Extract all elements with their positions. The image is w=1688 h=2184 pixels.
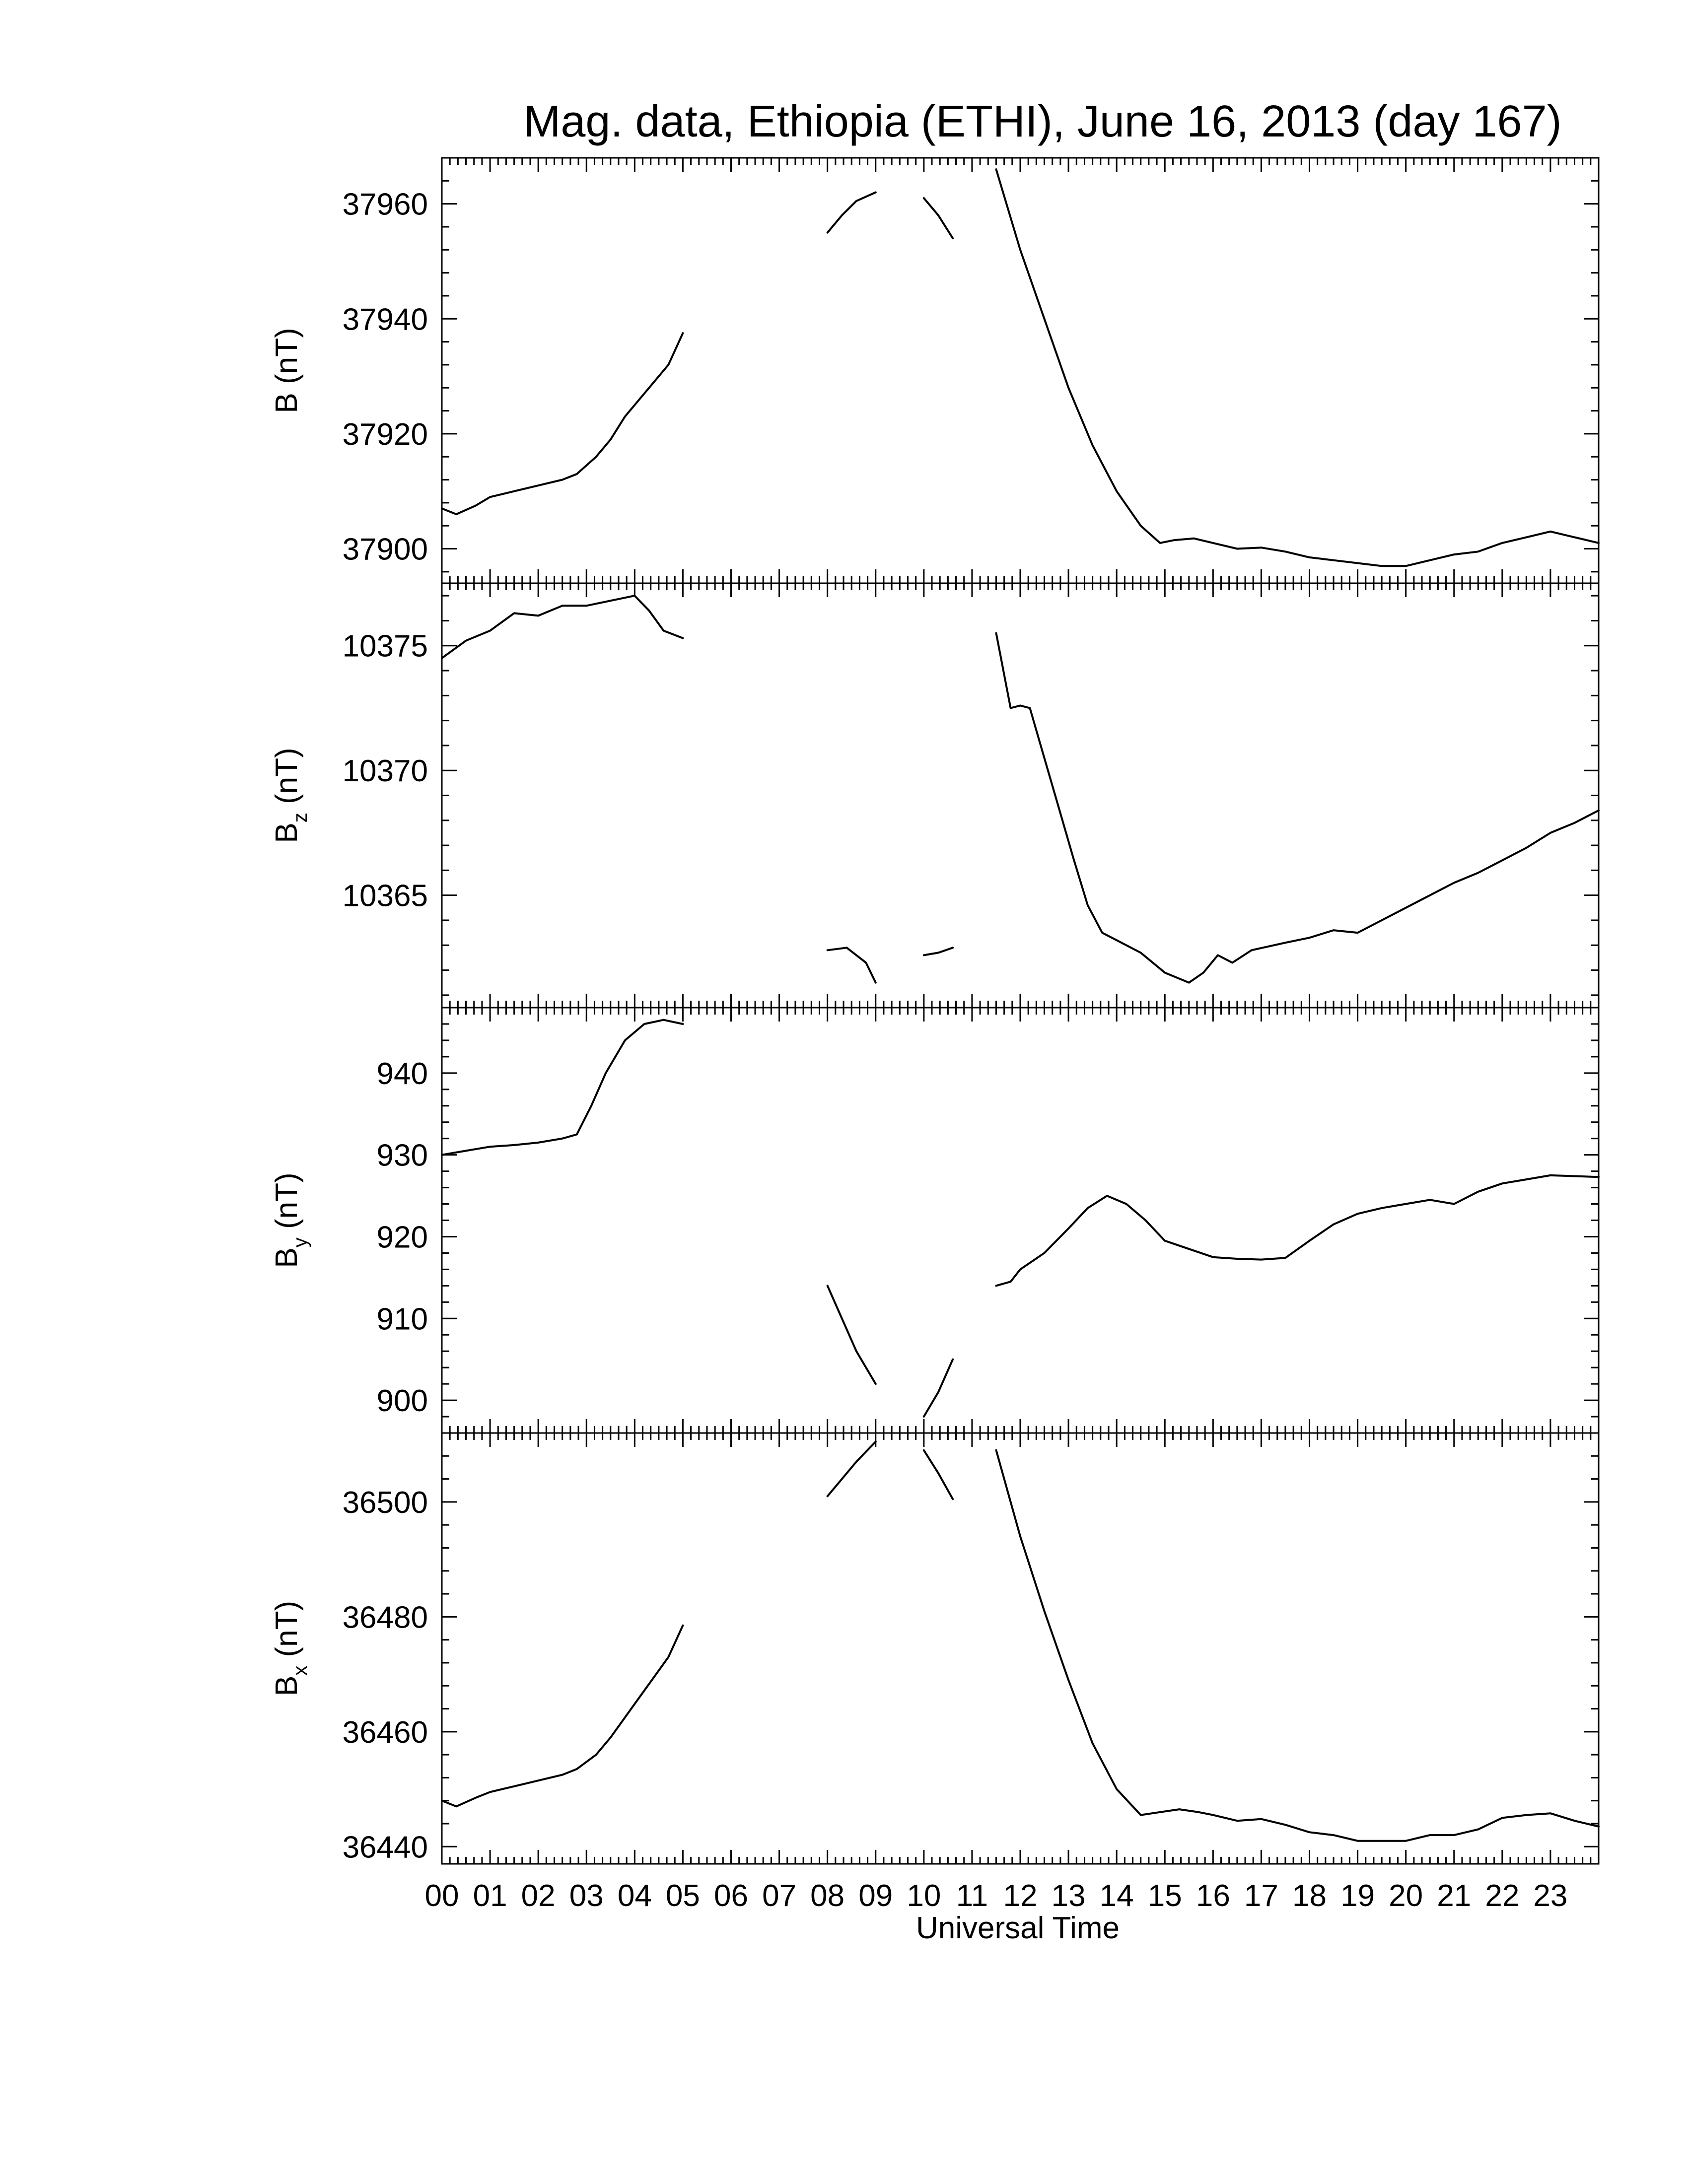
y-tick-label: 36460 [343,1715,428,1750]
x-ticks-Bx [441,1433,1600,1864]
chart-title: Mag. data, Ethiopia (ETHI), June 16, 201… [523,97,1561,146]
panel-By: 900 910 920 930 940 By (nT) [270,1007,1600,1434]
x-tick-label: 06 [714,1879,748,1913]
x-tick-label: 15 [1148,1879,1182,1913]
y-tick-label: 920 [377,1220,428,1254]
panel-Bz: 10365 10370 10375 Bz (nT) [270,582,1600,1009]
x-ticks-By [441,1008,1600,1433]
y-tick-label: 940 [377,1057,428,1091]
panels: 37900 37920 37940 37960 B (nT) 10365 10370 1037… [270,157,1600,1865]
x-tick-label: 04 [618,1879,652,1913]
y-axis-label-Bx: Bx (nT) [270,1601,311,1696]
y-tick-label: 10370 [343,754,428,788]
y-tick-label: 10365 [343,879,428,913]
y-tick-label: 36500 [343,1486,428,1520]
x-ticks-Bz [441,583,1600,1008]
x-tick-label: 21 [1437,1879,1471,1913]
y-tick-label: 900 [377,1384,428,1418]
panel-B: 37900 37920 37940 37960 B (nT) [270,157,1600,584]
x-tick-label: 22 [1485,1879,1519,1913]
y-ticks-By: 900 910 920 930 940 [377,1007,1599,1434]
y-tick-label: 37900 [343,533,428,567]
x-tick-label: 08 [810,1879,844,1913]
y-tick-label: 36480 [343,1600,428,1635]
x-tick-label: 19 [1340,1879,1375,1913]
y-tick-label: 37940 [343,302,428,337]
x-tick-label: 05 [666,1879,700,1913]
y-tick-label: 37960 [343,188,428,222]
panel-frame-By [441,1007,1600,1434]
panel-frame-Bz [441,582,1600,1009]
x-tick-label: 23 [1533,1879,1567,1913]
x-tick-label: 18 [1292,1879,1327,1913]
x-ticks-B [441,158,1600,583]
series-B-segment-3 [922,197,954,240]
y-axis-label-By: By (nT) [270,1172,311,1268]
series-Bx-segment-3 [922,1449,954,1501]
series-Bx-segment-1 [441,1624,684,1808]
x-tick-label: 01 [473,1879,507,1913]
series-Bx-segment-2 [826,1440,877,1498]
x-tick-label: 14 [1100,1879,1134,1913]
x-tick-label: 00 [425,1879,459,1913]
series-By-segment-4 [995,1174,1600,1287]
panel-frame-B [441,157,1600,584]
panel-Bx: 36440 36460 36480 36500 Bx (nT) [270,1432,1600,1865]
x-tick-label: 12 [1003,1879,1038,1913]
x-tick-label: 02 [521,1879,556,1913]
series-Bz-segment-3 [922,947,954,956]
x-tick-label: 20 [1389,1879,1423,1913]
y-tick-label: 930 [377,1139,428,1173]
series-B-segment-4 [995,168,1600,567]
y-tick-label: 910 [377,1302,428,1336]
x-tick-label: 13 [1052,1879,1086,1913]
panel-frame-Bx [441,1432,1600,1865]
y-axis-label-Bz: Bz (nT) [270,748,311,843]
series-Bx-segment-4 [995,1449,1600,1842]
series-By-segment-3 [922,1358,954,1418]
y-ticks-Bz: 10365 10370 10375 [343,595,1599,996]
series-Bz-segment-2 [826,947,877,984]
x-tick-label: 11 [956,1879,988,1913]
x-tick-label: 07 [762,1879,796,1913]
x-axis-label: Universal Time [916,1911,1120,1945]
series-B-segment-2 [826,191,877,234]
y-tick-label: 36440 [343,1830,428,1864]
x-tick-label: 09 [858,1879,893,1913]
y-ticks-Bx: 36440 36460 36480 36500 [343,1432,1599,1864]
x-tick-label: 16 [1196,1879,1230,1913]
y-tick-label: 10375 [343,629,428,664]
x-tick-label: 17 [1244,1879,1278,1913]
series-Bz-segment-4 [995,632,1600,984]
y-ticks-B: 37900 37920 37940 37960 [343,157,1599,573]
series-By-segment-2 [826,1285,877,1385]
x-tick-label: 10 [907,1879,941,1913]
y-tick-label: 37920 [343,417,428,452]
series-Bz-segment-1 [441,595,684,659]
x-tick-label: 03 [569,1879,604,1913]
x-tick-labels: 00 01 02 03 04 05 06 07 08 09 10 11 12 13 14 15 16 17 18 19… [425,1879,1568,1913]
series-By-segment-1 [441,1019,684,1156]
y-axis-label-B: B (nT) [270,328,304,413]
series-B-segment-1 [441,332,684,515]
